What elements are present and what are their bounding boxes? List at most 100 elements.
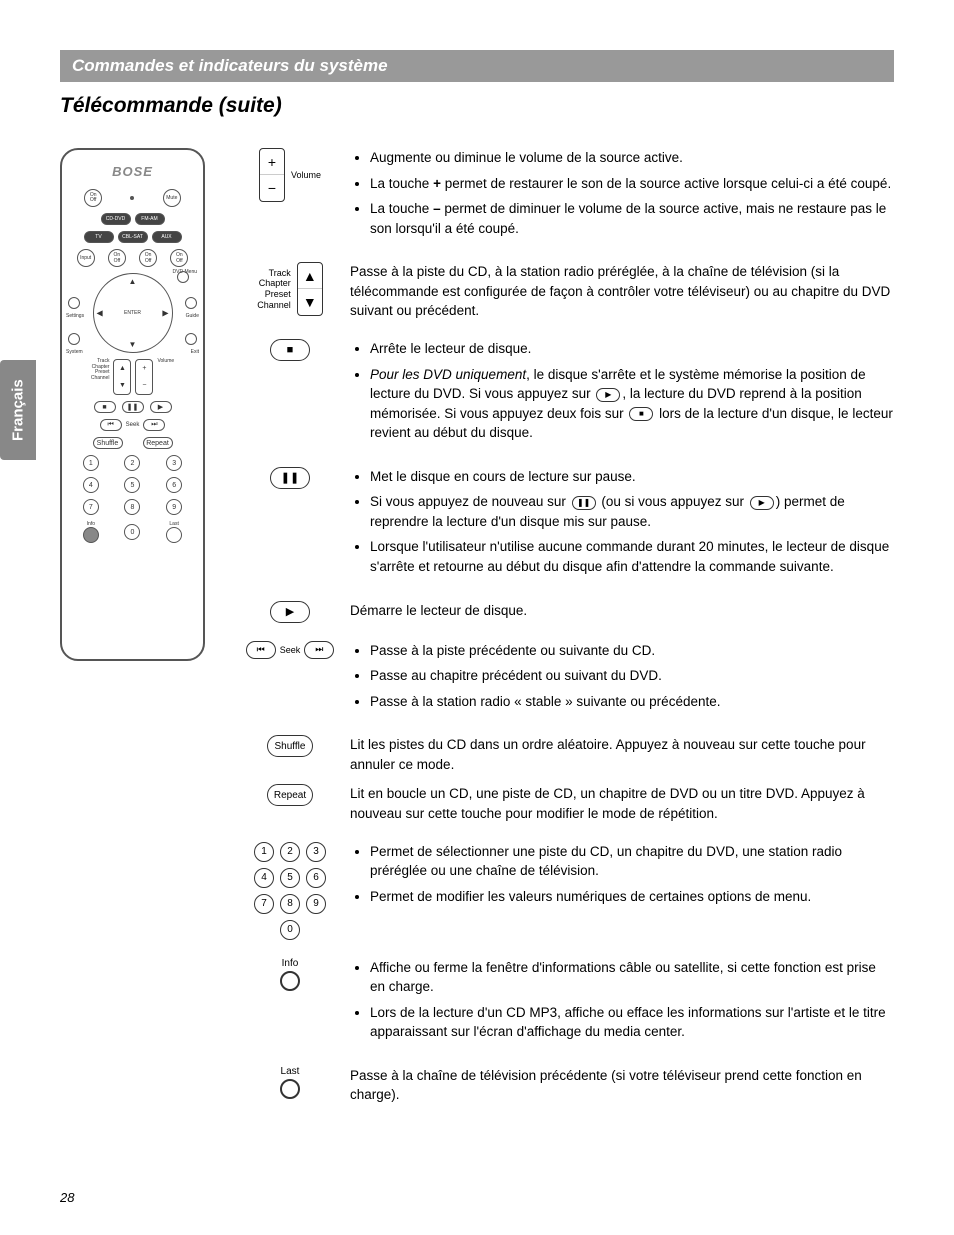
led-icon (130, 196, 134, 200)
dpad: ▲ ▼ ◀ ▶ ENTER (93, 273, 173, 353)
volume-icon-label: Volume (291, 170, 321, 181)
volume-description: Augmente ou diminue le volume de la sour… (350, 148, 894, 244)
stop-button: ■ (94, 401, 116, 413)
enter-label: ENTER (124, 310, 141, 316)
text: La touche + permet de restaurer le son d… (370, 174, 894, 194)
text: Passe à la piste précédente ou suivante … (370, 641, 894, 661)
play-inline-icon: ▶ (596, 388, 620, 402)
ch-on-off-3: OnOff (170, 249, 188, 267)
prev-button: ⏮ (100, 419, 122, 431)
next-icon: ⏭ (304, 641, 334, 659)
text: Augmente ou diminue le volume de la sour… (370, 148, 894, 168)
exit-button (185, 333, 197, 345)
fm-am-button: FM-AM (135, 213, 165, 225)
text: Lors de la lecture d'un CD MP3, affiche … (370, 1003, 894, 1042)
minus-icon: − (260, 175, 284, 201)
text: Passe au chapitre précédent ou suivant d… (370, 666, 894, 686)
mute-button: Mute (163, 189, 181, 207)
guide-button (185, 297, 197, 309)
info-icon: Info (280, 958, 300, 991)
last-description: Passe à la chaîne de télévision précéden… (350, 1066, 894, 1105)
track-rocker: ▲▼ (113, 359, 131, 395)
pause-description: Met le disque en cours de lecture sur pa… (350, 467, 894, 583)
shuffle-description: Lit les pistes du CD dans un ordre aléat… (350, 735, 894, 774)
stop-inline-icon: ■ (629, 407, 653, 421)
pause-inline-icon: ❚❚ (572, 496, 596, 510)
prev-icon: ⏮ (246, 641, 276, 659)
input-button: Input (77, 249, 95, 267)
text: Affiche ou ferme la fenêtre d'informatio… (370, 958, 894, 997)
seek-label: Seek (126, 422, 140, 428)
dvd-menu-button (177, 271, 189, 283)
section-header-text: Commandes et indicateurs du système (72, 56, 388, 75)
remote-illustration: BOSE On Off Mute CD-DVD FM-AM TV CBL-SAT… (60, 148, 205, 661)
remote-logo: BOSE (70, 164, 195, 179)
text: Permet de modifier les valeurs numérique… (370, 887, 894, 907)
page-number: 28 (60, 1190, 74, 1205)
cd-dvd-button: CD-DVD (101, 213, 131, 225)
numpad-description: Permet de sélectionner une piste du CD, … (350, 842, 894, 913)
pause-icon: ❚❚ (270, 467, 310, 489)
volume-rocker-label: Volume (157, 359, 174, 395)
text: Permet de sélectionner une piste du CD, … (370, 842, 894, 881)
last-button (166, 527, 182, 543)
play-description: Démarre le lecteur de disque. (350, 601, 894, 621)
stop-icon: ■ (270, 339, 310, 361)
repeat-button: Repeat (143, 437, 173, 449)
shuffle-icon: Shuffle (267, 735, 313, 757)
last-icon-label: Last (281, 1066, 300, 1077)
text: La touche – permet de diminuer le volume… (370, 199, 894, 238)
seek-icon-label: Seek (280, 645, 301, 655)
ch-on-off-1: OnOff (108, 249, 126, 267)
pause-button: ❚❚ (122, 401, 144, 413)
volume-rocker-icon: +− Volume (259, 148, 321, 202)
exit-label: Exit (191, 349, 199, 355)
text: Si vous appuyez de nouveau sur ❚❚ (ou si… (370, 492, 894, 531)
left-arrow-icon: ◀ (97, 309, 103, 318)
down-arrow-icon: ▼ (129, 340, 137, 349)
repeat-icon: Repeat (267, 784, 313, 806)
settings-label: Settings (66, 313, 84, 319)
language-tab: Français (0, 360, 36, 460)
up-arrow-icon: ▲ (129, 277, 137, 286)
track-description: Passe à la piste du CD, à la station rad… (350, 262, 894, 321)
right-arrow-icon: ▶ (162, 309, 168, 318)
text: Pour les DVD uniquement, le disque s'arr… (370, 365, 894, 443)
text: Lorsque l'utilisateur n'utilise aucune c… (370, 537, 894, 576)
up-arrow-icon: ▲ (298, 263, 322, 289)
info-button (83, 527, 99, 543)
text: Met le disque en cours de lecture sur pa… (370, 467, 894, 487)
numpad: 123 456 789 Info 0 Last (70, 455, 195, 543)
settings-button (68, 297, 80, 309)
info-description: Affiche ou ferme la fenêtre d'informatio… (350, 958, 894, 1048)
tv-button: TV (84, 231, 114, 243)
plus-icon: + (260, 149, 284, 175)
guide-label: Guide (186, 313, 199, 319)
cbl-sat-button: CBL-SAT (118, 231, 148, 243)
stop-description: Arrête le lecteur de disque. Pour les DV… (350, 339, 894, 449)
seek-description: Passe à la piste précédente ou suivante … (350, 641, 894, 718)
system-label: System (66, 349, 83, 355)
numpad-icon: 123 456 789 0 (254, 842, 326, 940)
track-rocker-label: Track Chapter Preset Channel (91, 359, 110, 395)
text: Arrête le lecteur de disque. (370, 339, 894, 359)
play-icon: ▶ (270, 601, 310, 623)
text: Passe à la station radio « stable » suiv… (370, 692, 894, 712)
page-title: Télécommande (suite) (60, 94, 894, 118)
track-icon-label: Track Chapter Preset Channel (257, 268, 291, 311)
aux-button: AUX (152, 231, 182, 243)
system-button (68, 333, 80, 345)
section-header: Commandes et indicateurs du système (60, 50, 894, 82)
track-rocker-icon: Track Chapter Preset Channel ▲▼ (257, 262, 323, 316)
ch-on-off-2: OnOff (139, 249, 157, 267)
down-arrow-icon: ▼ (298, 289, 322, 315)
next-button: ⏭ (143, 419, 165, 431)
shuffle-button: Shuffle (93, 437, 123, 449)
info-icon-label: Info (282, 958, 299, 969)
play-button: ▶ (150, 401, 172, 413)
play-inline-icon: ▶ (750, 496, 774, 510)
repeat-description: Lit en boucle un CD, une piste de CD, un… (350, 784, 894, 823)
on-off-button: On Off (84, 189, 102, 207)
last-icon: Last (280, 1066, 300, 1099)
volume-rocker: +− (135, 359, 153, 395)
